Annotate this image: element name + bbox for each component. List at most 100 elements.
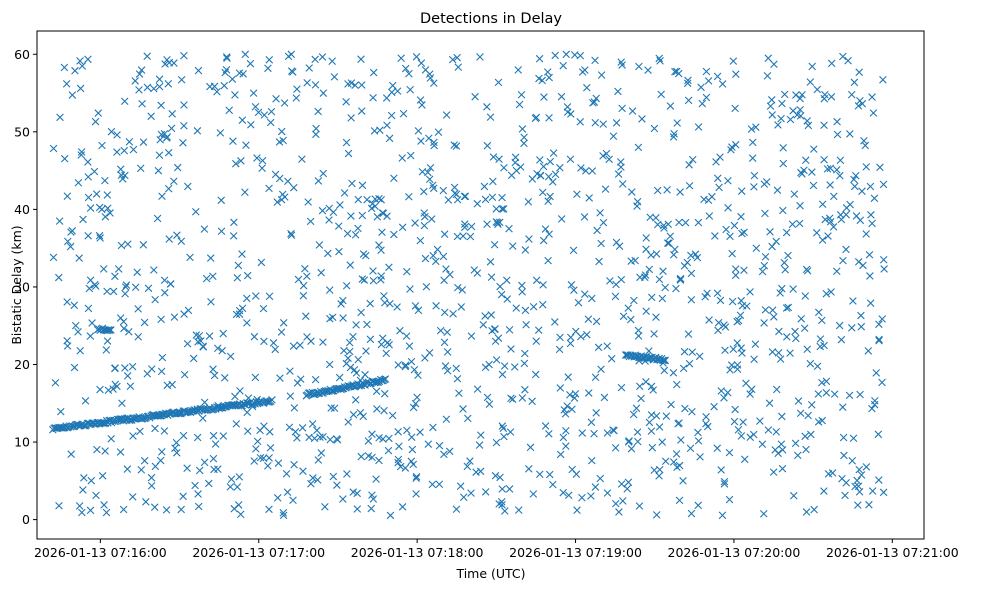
data-point [430,141,438,150]
data-point [752,123,760,131]
data-point [354,355,363,364]
data-point [562,442,570,450]
data-point [659,221,668,230]
data-point [265,505,273,514]
data-point [195,332,204,340]
data-point [518,288,527,296]
data-point [84,173,93,181]
data-point [868,404,876,413]
data-point [827,288,835,296]
data-point [356,408,365,417]
data-point [147,481,156,490]
data-point [107,326,115,334]
data-point [425,175,434,184]
data-point [210,465,218,474]
data-point [816,335,825,343]
data-point [488,327,496,335]
data-point [723,388,732,397]
data-point [847,90,856,99]
data-point [703,422,712,431]
data-point [273,494,282,502]
data-point [628,107,637,115]
data-point [679,477,687,485]
data-point [254,108,263,117]
data-point [549,480,557,489]
data-point [564,491,573,500]
data-point [857,322,866,331]
data-point [265,454,273,462]
data-point [173,231,181,240]
data-point [731,265,740,273]
data-point [614,170,623,178]
data-point [534,326,543,334]
data-point [406,285,414,293]
data-point [572,470,581,478]
data-point [818,316,826,325]
data-point [275,174,284,183]
data-point [403,267,411,276]
data-point [417,59,426,67]
data-point [92,190,101,198]
data-point [387,111,396,120]
data-point [401,362,410,371]
data-point [584,315,593,323]
data-point [242,294,251,303]
data-point [720,394,728,402]
data-point [837,215,846,224]
data-point [406,85,414,94]
data-point [325,216,333,224]
data-point [433,245,442,254]
data-point [412,490,420,498]
data-point [232,420,241,428]
data-point [343,470,351,478]
data-point [67,450,75,458]
data-point [769,468,778,476]
data-point [773,186,782,195]
data-point [483,141,492,150]
data-point [366,299,374,308]
data-point [353,489,361,498]
data-point [492,205,501,213]
data-point [648,443,657,452]
data-point [698,99,707,108]
data-point [357,107,366,115]
data-point [164,148,173,157]
data-point [655,275,664,284]
data-point [655,54,664,63]
data-point [314,107,322,116]
data-point [383,212,391,220]
data-point [317,268,325,277]
data-point [317,449,326,457]
data-point [562,50,570,59]
data-point [347,114,355,122]
data-point [344,418,353,426]
data-point [854,501,862,509]
data-point [293,85,301,93]
data-point [358,211,367,220]
data-point [694,218,703,227]
data-point [343,229,352,238]
data-point [776,355,785,363]
data-point [399,109,408,118]
data-point [214,465,222,473]
data-point [833,165,841,174]
data-point [408,445,417,454]
data-point [342,281,351,290]
data-point [850,175,858,184]
data-point [272,94,280,103]
data-point [697,83,705,92]
data-point [163,411,172,420]
data-point [312,124,320,133]
data-point [820,487,828,495]
data-point [563,108,572,116]
data-point [85,284,94,293]
data-point [677,436,685,444]
data-point [774,121,782,129]
y-tick-label: 0 [22,512,30,527]
data-point [658,438,667,446]
data-point [435,441,444,450]
data-point [782,333,791,341]
data-point [728,297,737,306]
data-point [705,212,714,220]
data-point [670,130,678,138]
